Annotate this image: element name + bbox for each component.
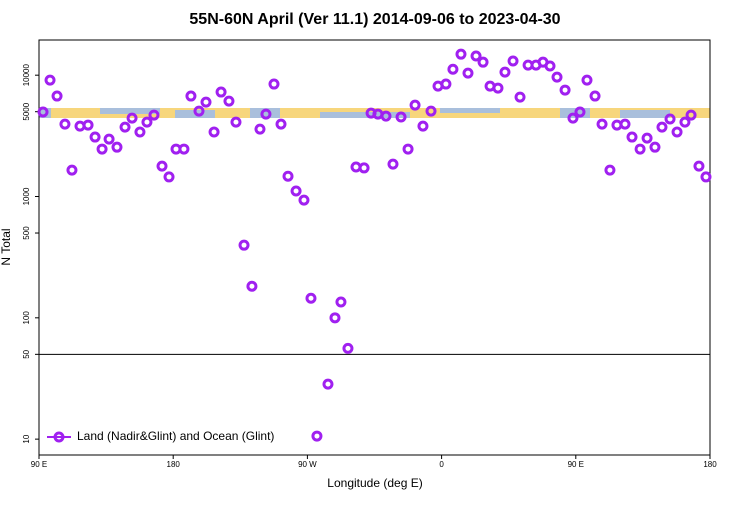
x-tick-label: 180 — [167, 460, 181, 469]
point — [447, 63, 459, 75]
x-tick-label: 180 — [703, 460, 717, 469]
point — [455, 48, 467, 60]
point — [37, 106, 49, 118]
y-tick-label: 1000 — [22, 187, 31, 205]
point — [551, 71, 563, 83]
point — [693, 160, 705, 172]
point — [282, 170, 294, 182]
point — [634, 143, 646, 155]
point — [425, 105, 437, 117]
point — [329, 312, 341, 324]
point — [148, 109, 160, 121]
y-tick-label: 100 — [22, 311, 31, 325]
point — [440, 78, 452, 90]
point — [275, 118, 287, 130]
point — [589, 90, 601, 102]
point — [559, 84, 571, 96]
point — [358, 162, 370, 174]
point — [134, 126, 146, 138]
point — [246, 280, 258, 292]
x-tick-label: 0 — [439, 460, 444, 469]
point — [514, 91, 526, 103]
legend-marker — [53, 431, 65, 443]
point — [111, 141, 123, 153]
point — [462, 67, 474, 79]
point — [193, 105, 205, 117]
point — [215, 86, 227, 98]
point — [141, 116, 153, 128]
point — [185, 90, 197, 102]
point — [305, 292, 317, 304]
y-tick-label: 5000 — [22, 102, 31, 120]
point — [322, 378, 334, 390]
y-tick-label: 500 — [22, 226, 31, 240]
point — [656, 121, 668, 133]
point — [380, 110, 392, 122]
point — [596, 118, 608, 130]
x-tick-label: 90 W — [298, 460, 317, 469]
point — [51, 90, 63, 102]
point — [567, 112, 579, 124]
point — [66, 164, 78, 176]
point — [641, 132, 653, 144]
point — [82, 119, 94, 131]
point — [664, 113, 676, 125]
x-tick-label: 90 E — [568, 460, 584, 469]
point — [156, 160, 168, 172]
point — [44, 74, 56, 86]
point — [119, 121, 131, 133]
point — [574, 106, 586, 118]
x-axis-label: Longitude (deg E) — [327, 476, 422, 490]
point — [311, 430, 323, 442]
point — [387, 158, 399, 170]
point — [230, 116, 242, 128]
point — [499, 66, 511, 78]
point — [342, 342, 354, 354]
y-axis-label: N Total — [0, 228, 13, 265]
point — [649, 141, 661, 153]
y-tick-label: 10 — [22, 434, 31, 443]
point — [254, 123, 266, 135]
point — [544, 60, 556, 72]
point — [200, 96, 212, 108]
point — [59, 118, 71, 130]
point — [298, 194, 310, 206]
point — [417, 120, 429, 132]
point — [700, 171, 712, 183]
point — [470, 50, 482, 62]
point — [679, 116, 691, 128]
point — [335, 296, 347, 308]
point — [223, 95, 235, 107]
point — [477, 56, 489, 68]
point — [619, 118, 631, 130]
point — [163, 171, 175, 183]
point — [626, 131, 638, 143]
legend-label: Land (Nadir&Glint) and Ocean (Glint) — [77, 429, 274, 443]
point — [671, 126, 683, 138]
y-tick-label: 50 — [22, 349, 31, 358]
point — [260, 108, 272, 120]
point — [402, 143, 414, 155]
point — [178, 143, 190, 155]
point — [103, 133, 115, 145]
point — [492, 82, 504, 94]
plot-frame — [38, 39, 711, 456]
point — [685, 109, 697, 121]
point — [409, 99, 421, 111]
point — [395, 111, 407, 123]
point — [268, 78, 280, 90]
point — [208, 126, 220, 138]
point — [89, 131, 101, 143]
point — [126, 112, 138, 124]
chart-title: 55N-60N April (Ver 11.1) 2014-09-06 to 2… — [189, 11, 560, 28]
point — [604, 164, 616, 176]
y-tick-label: 10000 — [22, 64, 31, 87]
point — [238, 239, 250, 251]
point — [96, 143, 108, 155]
point — [581, 74, 593, 86]
point — [507, 55, 519, 67]
point — [290, 185, 302, 197]
x-tick-label: 90 E — [31, 460, 47, 469]
